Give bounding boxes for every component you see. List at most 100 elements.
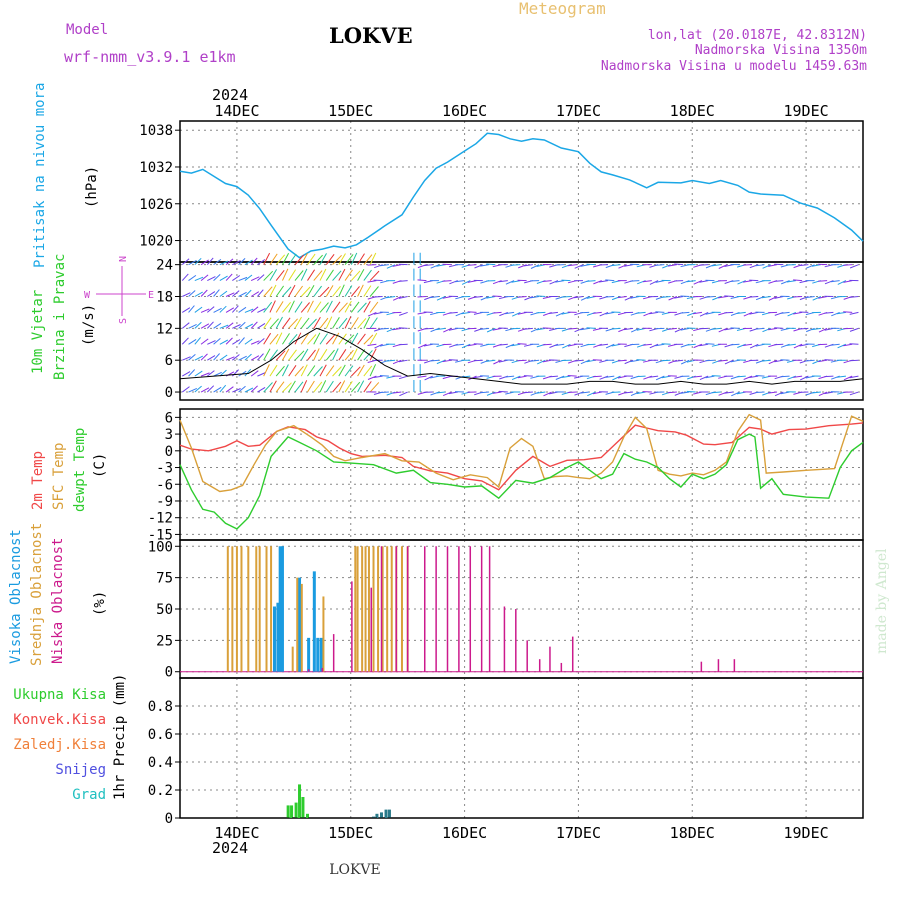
- wind-arrow: [333, 255, 342, 264]
- wind-arrow: [345, 286, 352, 297]
- low-cloud-bar: [396, 546, 398, 671]
- wind-arrow: [474, 360, 483, 361]
- wind-arrow: [351, 317, 358, 328]
- wind-arrow: [587, 328, 596, 329]
- low-cloud-bar: [549, 647, 551, 672]
- pressure-ytick-label: 1032: [139, 160, 173, 176]
- mid-cloud-bar: [354, 546, 356, 671]
- precip-bar: [388, 810, 391, 818]
- precipitation-ytick-label: 0.6: [148, 727, 173, 743]
- wind-arrow: [370, 253, 376, 265]
- mid-cloud-bar: [255, 546, 257, 671]
- low-cloud-bar: [458, 546, 460, 671]
- wind-frame: [180, 262, 863, 400]
- wind-arrow: [687, 391, 696, 392]
- mid-cloud-bar: [373, 546, 375, 671]
- wind-arrow: [264, 318, 271, 329]
- low-cloud-bar: [370, 588, 372, 672]
- precip-bar: [380, 812, 383, 818]
- cloud-ytick-label: 25: [156, 633, 173, 649]
- cloud-ytick-label: 50: [156, 602, 173, 618]
- meteogram-subtitle: Meteogram: [519, 0, 606, 18]
- wind-arrow: [333, 317, 340, 328]
- wind-arrow: [207, 322, 213, 329]
- wind-arrow: [345, 317, 351, 329]
- wind-arrow: [282, 269, 287, 281]
- wind-arrow: [226, 338, 232, 344]
- wind-arrow: [182, 323, 189, 329]
- high-cloud-bar: [273, 606, 276, 671]
- wind-arrow: [731, 344, 740, 345]
- wind-label-1: 10m Vjetar: [30, 290, 46, 374]
- wind-arrow: [511, 265, 520, 266]
- compass-east: E: [148, 290, 154, 301]
- wind-arrow: [605, 297, 614, 298]
- wind-arrow: [301, 380, 306, 392]
- x-day-label-bottom: 19DEC: [784, 824, 829, 842]
- wind-arrow: [307, 270, 314, 281]
- compass-south: S: [118, 318, 129, 324]
- low-cloud-bar: [701, 662, 703, 672]
- wind-arrow-field: [182, 253, 858, 396]
- wind-arrow: [339, 365, 346, 376]
- wind-arrow: [320, 334, 327, 345]
- page-title: LOKVE: [329, 23, 413, 48]
- wind-arrow: [662, 360, 671, 361]
- wind-arrow: [749, 297, 758, 298]
- wind-arrow: [289, 381, 296, 392]
- wind-arrow: [449, 360, 458, 361]
- wind-arrow: [295, 317, 302, 328]
- mid-cloud-bar: [270, 546, 272, 671]
- mid-cloud-label: Srednja Oblacnost: [29, 523, 45, 666]
- wind-arrow: [326, 366, 334, 377]
- wind-arrow: [289, 350, 297, 360]
- wind-arrow: [232, 276, 239, 281]
- wind-arrow: [345, 366, 353, 376]
- wind-arrow: [264, 333, 271, 344]
- low-cloud-bar: [504, 606, 506, 671]
- wind-arrow: [307, 366, 314, 377]
- precip-bar: [385, 810, 388, 818]
- wind-arrow: [793, 297, 802, 298]
- wind-arrow: [543, 344, 552, 345]
- precipitation-ytick-label: 0.8: [148, 699, 173, 715]
- high-cloud-bar: [316, 638, 319, 672]
- mid-cloud-bar: [292, 647, 294, 672]
- wind-arrow: [418, 297, 427, 298]
- low-cloud-bar: [322, 668, 324, 672]
- wind-arrow: [370, 287, 378, 297]
- mid-cloud-bar: [296, 578, 298, 672]
- temperature-ytick-label: 0: [165, 444, 173, 460]
- wind-arrow: [182, 338, 188, 344]
- mid-cloud-bar: [361, 546, 363, 671]
- low-cloud-bar: [435, 546, 437, 671]
- wind-arrow: [251, 322, 257, 328]
- low-cloud-bar: [515, 609, 517, 672]
- x-day-label-top: 19DEC: [784, 102, 829, 120]
- wind-arrow: [320, 253, 326, 264]
- x-day-label-bottom: 14DEC: [214, 824, 259, 842]
- wind-arrow: [270, 285, 276, 297]
- x-day-label-top: 18DEC: [670, 102, 715, 120]
- wind-arrow: [339, 334, 347, 344]
- x-day-label-top: 15DEC: [328, 102, 373, 120]
- wind-arrow: [270, 301, 275, 313]
- temperature-ytick-label: 3: [165, 427, 173, 443]
- x-day-label-bottom: 18DEC: [670, 824, 715, 842]
- wind-arrow: [189, 370, 195, 377]
- low-cloud-bar: [424, 546, 426, 671]
- wind-arrow: [370, 364, 375, 376]
- wind-arrow: [562, 297, 571, 298]
- wind-arrow: [706, 344, 715, 345]
- wind-arrow: [270, 269, 277, 280]
- wind-arrow: [499, 391, 508, 392]
- pressure-ytick-label: 1020: [139, 234, 173, 250]
- temperature-ytick-label: -12: [148, 511, 173, 527]
- precipitation-ytick-label: 0.4: [148, 755, 173, 771]
- wind-arrow: [257, 290, 263, 297]
- wind-arrow: [637, 360, 646, 361]
- wind-ytick-label: 18: [156, 290, 173, 306]
- wind-arrow: [326, 285, 333, 296]
